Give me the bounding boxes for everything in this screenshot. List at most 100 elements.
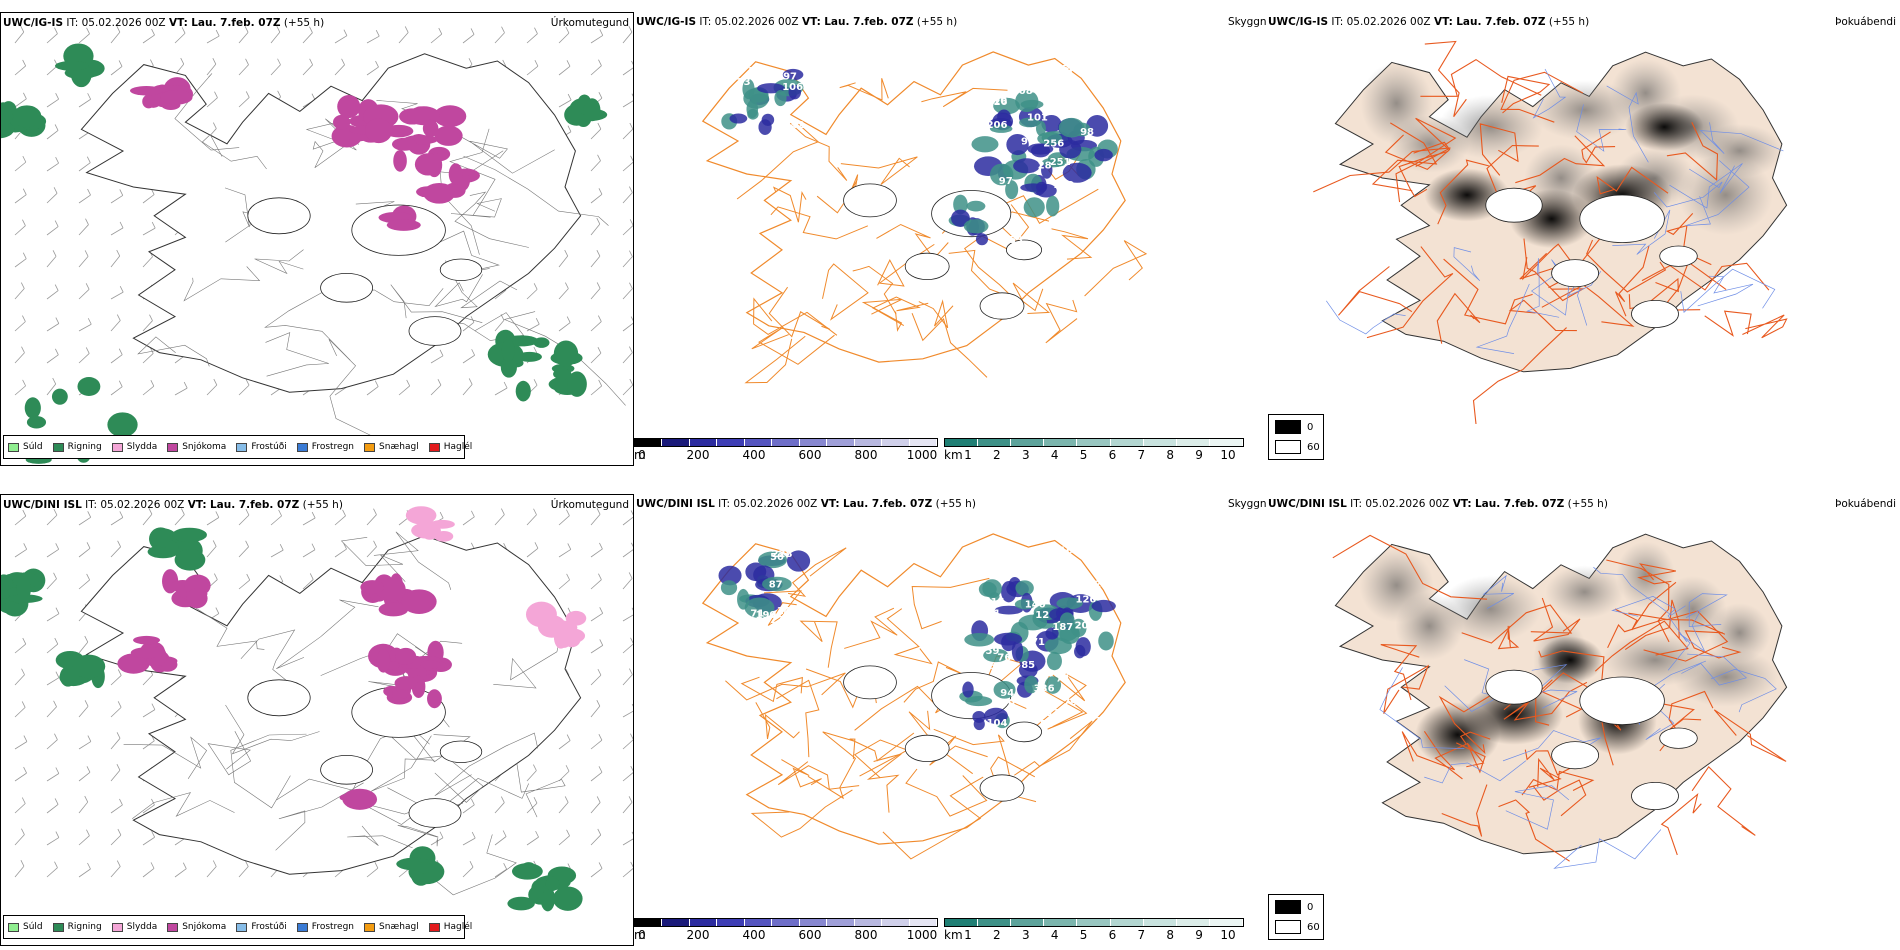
colorbar-cell — [827, 919, 855, 926]
colorbar-cell — [662, 919, 690, 926]
precip-area — [26, 416, 47, 429]
precip-panel-top: UWC/IG-IS IT: 05.02.2026 00Z VT: Lau. 7.… — [0, 12, 634, 466]
colorbar-cell — [854, 919, 883, 926]
precip-area — [365, 118, 393, 144]
ceiling-value-label: 251 — [1050, 157, 1071, 168]
precip-area — [394, 676, 419, 691]
precip-area — [434, 125, 463, 146]
visibility-cell — [971, 136, 999, 153]
visibility-cell — [1046, 195, 1060, 217]
legend-item: Frostúði — [236, 922, 287, 932]
colorbar-tick-label: 9 — [1195, 448, 1203, 462]
legend-label: Súld — [23, 442, 43, 452]
visibility-cell — [1044, 676, 1062, 694]
colorbar-cell — [854, 439, 883, 446]
precip-area — [54, 60, 89, 71]
legend-label: 60 — [1307, 441, 1320, 453]
visibility-cell — [720, 580, 738, 596]
coastline — [701, 51, 1126, 363]
precip-area — [77, 377, 101, 396]
precip-map — [1, 506, 633, 912]
fog-legend-item: 0 — [1275, 420, 1313, 434]
legend-swatch — [111, 922, 123, 932]
glacier-outline — [1579, 194, 1665, 243]
glacier-outline — [1485, 187, 1543, 223]
ceiling-value-label: 48 — [1066, 64, 1080, 75]
colorbar-cell — [827, 439, 855, 446]
colorbar-tick-label: 9 — [1195, 928, 1203, 942]
legend-swatch — [52, 442, 64, 452]
visibility-cell — [746, 100, 759, 119]
precip-map — [1, 25, 633, 464]
glacier-outline — [1005, 239, 1042, 261]
colorbar-cell — [945, 919, 979, 926]
colorbar-tick-label: 800 — [854, 448, 878, 462]
legend-label: Snæhagl — [379, 442, 419, 452]
precip-area — [51, 388, 68, 405]
fog-legend: 0 60 — [1268, 894, 1324, 940]
visibility-cell — [983, 707, 1008, 724]
colorbar-tick-label: 8 — [1166, 928, 1175, 942]
ceiling-value-label: 79 — [1063, 697, 1077, 708]
fog-dense-area — [1625, 102, 1704, 152]
colorbar-cell — [1110, 919, 1144, 926]
ceiling-value-label: 116 — [1032, 227, 1053, 238]
visibility-cell — [786, 550, 811, 572]
colorbar-cell — [909, 919, 937, 926]
glacier-outline — [904, 252, 950, 280]
ceiling-colorbar: m 0 200 400 600 800 1000 — [634, 438, 938, 466]
ceiling-value-label: 94 — [1000, 688, 1014, 699]
ceiling-value-label: 99 — [1074, 544, 1088, 555]
glacier-outline — [979, 292, 1025, 320]
ceiling-value-label: 256 — [1043, 139, 1064, 150]
panel-header: UWC/IG-IS IT: 05.02.2026 00Z VT: Lau. 7.… — [3, 17, 325, 29]
visibility-cell — [1036, 181, 1048, 193]
ceiling-value-label: 13 — [1068, 81, 1082, 92]
colorbar-cell — [689, 439, 718, 446]
legend-swatch — [111, 442, 123, 452]
precip-area — [427, 689, 442, 709]
precip-area — [185, 588, 208, 609]
colorbar-cell — [1143, 919, 1177, 926]
visibility-cell — [1094, 148, 1113, 162]
legend-swatch — [236, 922, 248, 932]
ceiling-value-label: 59 — [986, 646, 1000, 657]
glacier-outline — [408, 798, 462, 828]
colorbar-cell — [1044, 919, 1078, 926]
precip-area — [172, 527, 207, 543]
visibility-cell — [1020, 99, 1044, 109]
glacier-outline — [1631, 781, 1679, 810]
ceiling-colorbar: m 0 200 400 600 800 1000 — [634, 918, 938, 946]
visibility-cell — [1058, 117, 1085, 138]
legend-label: 0 — [1307, 421, 1314, 433]
legend-swatch — [1275, 440, 1301, 454]
precip-area — [156, 529, 171, 548]
glacier-outline — [1005, 721, 1042, 743]
panel-header: UWC/DINI ISL IT: 05.02.2026 00Z VT: Lau.… — [636, 498, 976, 510]
legend-item: Frostregn — [296, 442, 354, 452]
precip-area — [419, 660, 442, 669]
ceiling-value-label: 110 — [748, 66, 769, 77]
panel-title: Skyggni — [1228, 16, 1270, 28]
visibility-cell — [1098, 631, 1114, 651]
legend-item: Slydda — [111, 442, 157, 452]
visibility-cell — [1041, 114, 1062, 133]
panel-header: UWC/IG-IS IT: 05.02.2026 00Z VT: Lau. 7.… — [1268, 16, 1590, 28]
colorbar-cell — [1143, 439, 1177, 446]
visibility-cell — [744, 597, 775, 618]
colorbar-tick-label: 800 — [854, 928, 878, 942]
ceiling-value-label: 166 — [1059, 545, 1080, 556]
legend-label: 60 — [1307, 921, 1320, 933]
precip-panel-bottom: UWC/DINI ISL IT: 05.02.2026 00Z VT: Lau.… — [0, 494, 634, 946]
precip-area — [107, 412, 138, 438]
visibility-colorbar: km 1 2 3 4 5 6 7 8 9 10 — [944, 918, 1244, 946]
legend-item: Slydda — [111, 922, 157, 932]
visibility-cell — [1062, 162, 1092, 183]
ceiling-value-label: 12 — [1035, 610, 1049, 621]
colorbar-cell — [1176, 439, 1210, 446]
colorbar-cell — [1176, 919, 1210, 926]
ceiling-value-label: 80 — [1007, 565, 1021, 576]
colorbar-cell — [882, 919, 910, 926]
precip-area — [414, 153, 442, 176]
